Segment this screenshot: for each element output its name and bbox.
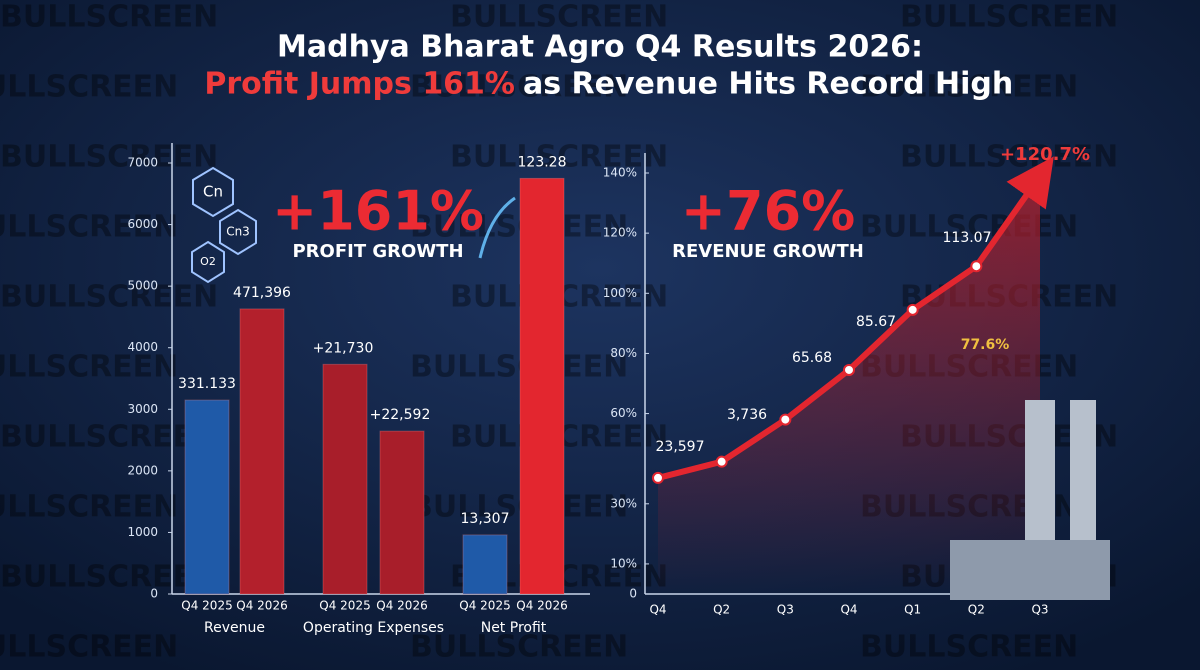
annotation: 113.07 [943,230,992,246]
x-tick-label: Q4 2026 [516,599,567,613]
point [970,260,983,273]
callout-label: PROFIT GROWTH [292,241,463,262]
bar [239,308,285,595]
y-tick-label: 60% [610,406,637,420]
x-tick-label: Q4 2025 [319,599,370,613]
icon-label: Cn3 [226,225,250,239]
annotation: 65.68 [792,350,832,366]
molecule-icon [191,166,257,284]
annotation: 3,736 [727,407,767,423]
y-tick-label: 7000 [127,156,158,170]
point [843,363,855,376]
bar-annotation: +22,592 [370,407,431,423]
group-label: Operating Expenses [303,620,444,636]
watermark: BULLSCREEN [0,140,218,175]
annotation: 77.6% [961,337,1010,353]
group-label: Net Profit [481,620,547,636]
callout-label: REVENUE GROWTH [672,241,864,262]
x-tick-label: Q4 2025 [459,599,510,613]
decoration [950,540,1110,600]
watermark: BULLSCREEN [0,420,218,455]
point [715,455,728,468]
bar [519,177,565,595]
y-tick-label: 4000 [127,340,158,354]
watermark: BULLSCREEN [450,140,668,175]
y-tick-label: 3000 [127,402,158,416]
x-tick-label: Q2 [968,603,985,617]
x-tick-label: Q4 [840,603,857,617]
x-tick-label: Q4 [649,603,666,617]
bar-annotation: +21,730 [313,340,374,356]
subtitle-highlight: Profit Jumps 161% [204,67,515,102]
watermark: BULLSCREEN [0,350,178,385]
bar-annotation: 471,396 [233,285,291,301]
watermark: BULLSCREEN [410,70,628,105]
y-tick-label: 6000 [127,217,158,231]
x-tick-label: Q2 [713,603,730,617]
callout: +161% [272,180,484,243]
x-tick-label: Q4 2026 [376,599,427,613]
bar [184,399,230,595]
bar-annotation: 331.133 [178,376,236,392]
y-tick-label: 80% [610,346,637,360]
y-tick-label: 0 [629,587,637,601]
watermark: BULLSCREEN [410,630,628,665]
y-tick-label: 100% [603,286,637,300]
watermark: BULLSCREEN [410,210,628,245]
charts: 0 1000 2000 3000 4000 5000 6000 7000 331.133 Q4 2… [127,143,1110,636]
annotation: 85.67 [856,314,896,330]
point [652,471,664,484]
watermark: BULLSCREEN [860,630,1078,665]
y-tick-label: 2000 [127,463,158,477]
icon-label: O2 [200,255,216,268]
x-tick-label: Q3 [1031,603,1048,617]
watermark: BULLSCREEN [0,0,218,35]
y-tick-label: 140% [603,166,637,180]
bar [379,430,425,595]
icon-label: Cn [203,183,223,201]
watermark: BULLSCREEN [860,70,1078,105]
x-tick-label: Q1 [904,603,921,617]
annotation: 23,597 [656,439,705,455]
y-tick-label: 0 [150,587,158,601]
annotation: +120.7% [1000,144,1090,165]
bar-annotation: 123.28 [518,154,567,170]
watermark: BULLSCREEN [450,0,668,35]
bar [322,363,368,595]
y-tick-label: 120% [603,226,637,240]
y-tick-label: 5000 [127,279,158,293]
title: Madhya Bharat Agro Q4 Results 2026: [277,30,923,65]
x-tick-label: Q3 [777,603,794,617]
group-label: Revenue [204,620,265,636]
y-tick-label: 10% [610,556,637,570]
watermark: BULLSCREEN [0,490,178,525]
watermark: BULLSCREEN [410,490,628,525]
y-tick-label: 1000 [127,525,158,539]
subtitle: as Revenue Hits Record High [523,67,1013,102]
watermark: BULLSCREEN [0,280,218,315]
point [906,303,919,316]
y-tick-label: 30% [610,496,637,510]
bar-annotation: 13,307 [461,511,510,527]
arrow [478,196,516,259]
watermark: BULLSCREEN [900,0,1118,35]
callout: +76% [681,180,856,243]
bar [462,534,508,595]
watermark: BULLSCREEN [0,70,178,105]
x-tick-label: Q4 2026 [236,599,287,613]
watermark: BULLSCREEN [0,630,178,665]
watermark: BULLSCREEN [410,350,628,385]
watermark: BULLSCREEN [0,210,178,245]
point [779,413,792,426]
watermark: BULLSCREEN [0,560,218,595]
watermark: BULLSCREEN [860,210,1078,245]
area [658,176,1040,594]
x-tick-label: Q4 2025 [181,599,232,613]
